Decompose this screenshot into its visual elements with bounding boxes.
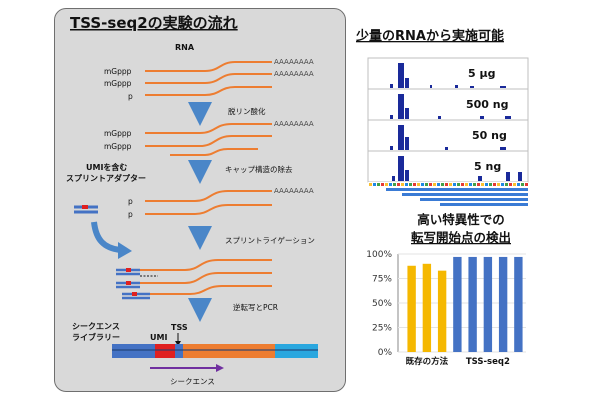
bar	[468, 256, 477, 352]
sequence-base	[461, 183, 464, 186]
step-rt-pcr: 逆転写とPCR	[233, 302, 278, 312]
sequence-base	[493, 183, 496, 186]
phosphate-label-1: p	[128, 197, 133, 206]
bar	[498, 256, 508, 352]
sequence-base	[421, 183, 424, 186]
y-tick-label: 100%	[366, 250, 392, 260]
sequence-base	[425, 183, 428, 186]
coverage-tracks	[367, 57, 529, 206]
cap-label-3: p	[128, 92, 133, 101]
sequence-base	[513, 183, 516, 186]
ligation-arrow	[91, 221, 121, 253]
polya-tail-3: AAAAAAAA	[274, 120, 314, 128]
step-decapping: キャップ構造の除去	[225, 164, 293, 174]
sequence-base	[485, 183, 488, 186]
track-label-1: 5 μg	[468, 67, 495, 80]
bar	[483, 256, 493, 352]
rna-group-3	[145, 190, 272, 215]
sequence-base	[449, 183, 452, 186]
step-ligation: スプリントライゲーション	[225, 236, 315, 245]
y-tick-label: 50%	[372, 299, 392, 309]
y-tick-label: 75%	[372, 275, 392, 285]
ligation-arrow-head	[118, 242, 132, 259]
bar	[514, 256, 523, 352]
specificity-chart: 0% 25% 50% 75% 100% 既存の方法 TSS-seq2	[366, 250, 526, 367]
sequence-base	[405, 183, 408, 186]
sequence-base	[433, 183, 436, 186]
sequence-base	[465, 183, 468, 186]
sequence-base	[385, 183, 388, 186]
step-dephosphorylation: 脱リン酸化	[228, 106, 266, 116]
rna-group-1	[145, 61, 272, 96]
cap-label-1: mGppp	[104, 67, 132, 76]
phosphate-label-2: p	[128, 210, 133, 219]
rna-group-2	[145, 123, 272, 156]
cap-label-5: mGppp	[104, 142, 132, 151]
sequence-base	[401, 183, 404, 186]
sequence-base	[413, 183, 416, 186]
bar	[407, 265, 416, 352]
polya-tail-1: AAAAAAAA	[274, 58, 314, 66]
sequence-base	[377, 183, 380, 186]
sequence-base	[525, 183, 528, 186]
sequence-base	[429, 183, 432, 186]
sequence-base	[517, 183, 520, 186]
sequence-base	[381, 183, 384, 186]
sequencing-library	[112, 344, 318, 358]
split-adapter	[74, 205, 98, 214]
sequence-base	[505, 183, 508, 186]
sequence-base	[445, 183, 448, 186]
y-tick-label: 0%	[378, 348, 393, 358]
sequence-base	[373, 183, 376, 186]
sequence-base	[417, 183, 420, 186]
rna-label: RNA	[175, 43, 195, 52]
tss-pointer-head	[175, 341, 181, 346]
library-label-1: シークエンス	[72, 321, 120, 331]
sequence-base	[489, 183, 492, 186]
sequence-base	[409, 183, 412, 186]
read-arrow-head	[216, 364, 224, 372]
sequence-base	[469, 183, 472, 186]
umi-label: UMI	[150, 333, 167, 342]
sequence-base	[481, 183, 484, 186]
sequence-base	[457, 183, 460, 186]
track-label-2: 500 ng	[466, 98, 509, 111]
sensitivity-title: 少量のRNAから実施可能	[355, 28, 504, 44]
library-label-2: ライブラリー	[72, 332, 120, 342]
sequence-base	[441, 183, 444, 186]
cap-label-2: mGppp	[104, 79, 132, 88]
y-tick-label: 25%	[372, 324, 392, 334]
bar	[453, 256, 462, 352]
group-label: TSS-seq2	[466, 357, 510, 367]
ligated-products	[116, 259, 272, 300]
sequence-base	[501, 183, 504, 186]
sequence-base	[453, 183, 456, 186]
tss-label: TSS	[171, 323, 188, 332]
adapter-label-1: UMIを含む	[86, 162, 127, 172]
sequence-base	[473, 183, 476, 186]
sequence-base	[393, 183, 396, 186]
polya-tail-4: AAAAAAAA	[274, 187, 314, 195]
read-label: シークエンス	[170, 377, 215, 386]
workflow-title: TSS-seq2の実験の流れ	[70, 14, 238, 32]
sequence-base	[509, 183, 512, 186]
track-label-4: 5 ng	[474, 160, 501, 173]
sequence-base	[397, 183, 400, 186]
adapter-label-2: スプリントアダプター	[66, 173, 146, 183]
specificity-title-1: 高い特異性での	[417, 212, 505, 227]
cap-label-4: mGppp	[104, 129, 132, 138]
sequence-base	[497, 183, 500, 186]
bar	[422, 263, 432, 352]
sequence-base	[437, 183, 440, 186]
polya-tail-2: AAAAAAAA	[274, 70, 314, 78]
sequence-base	[477, 183, 480, 186]
track-label-3: 50 ng	[472, 129, 507, 142]
sequence-base	[389, 183, 392, 186]
specificity-title-2: 転写開始点の検出	[411, 230, 511, 245]
group-label: 既存の方法	[406, 356, 449, 367]
bar	[437, 270, 447, 352]
sequence-base	[369, 183, 372, 186]
sequence-base	[521, 183, 524, 186]
